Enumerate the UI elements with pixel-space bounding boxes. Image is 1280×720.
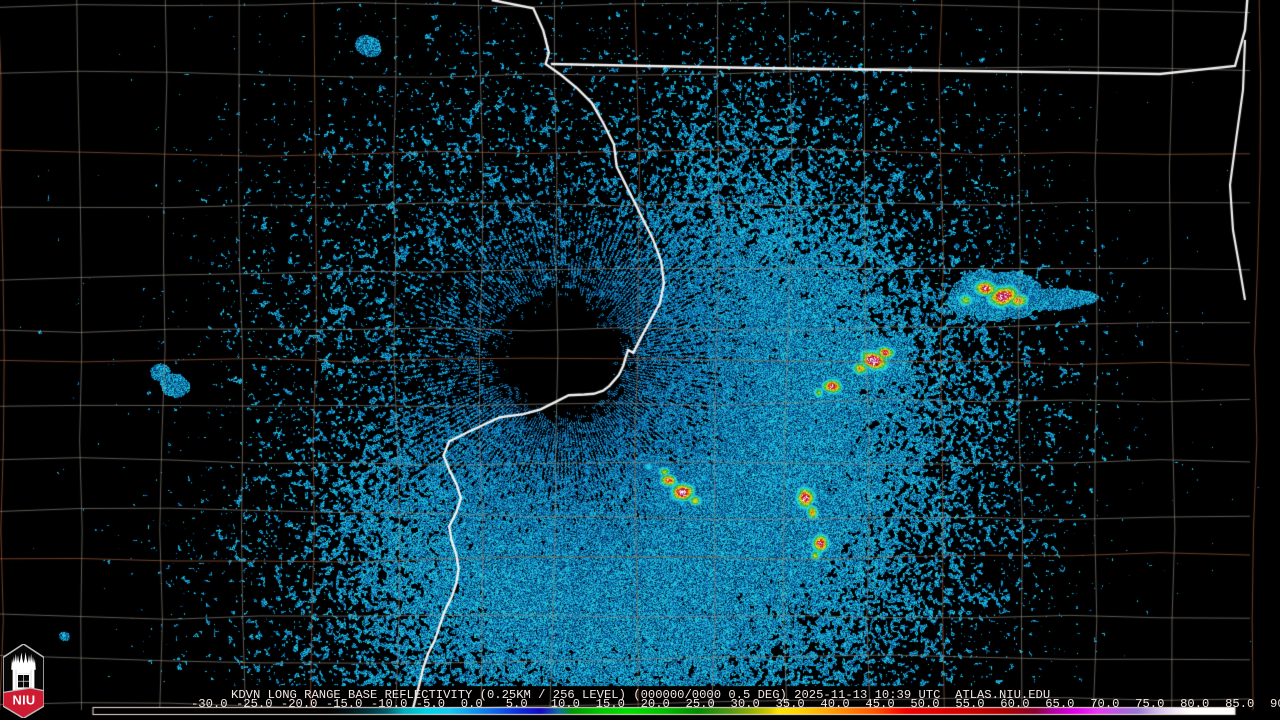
svg-text:NIU: NIU (13, 692, 36, 707)
